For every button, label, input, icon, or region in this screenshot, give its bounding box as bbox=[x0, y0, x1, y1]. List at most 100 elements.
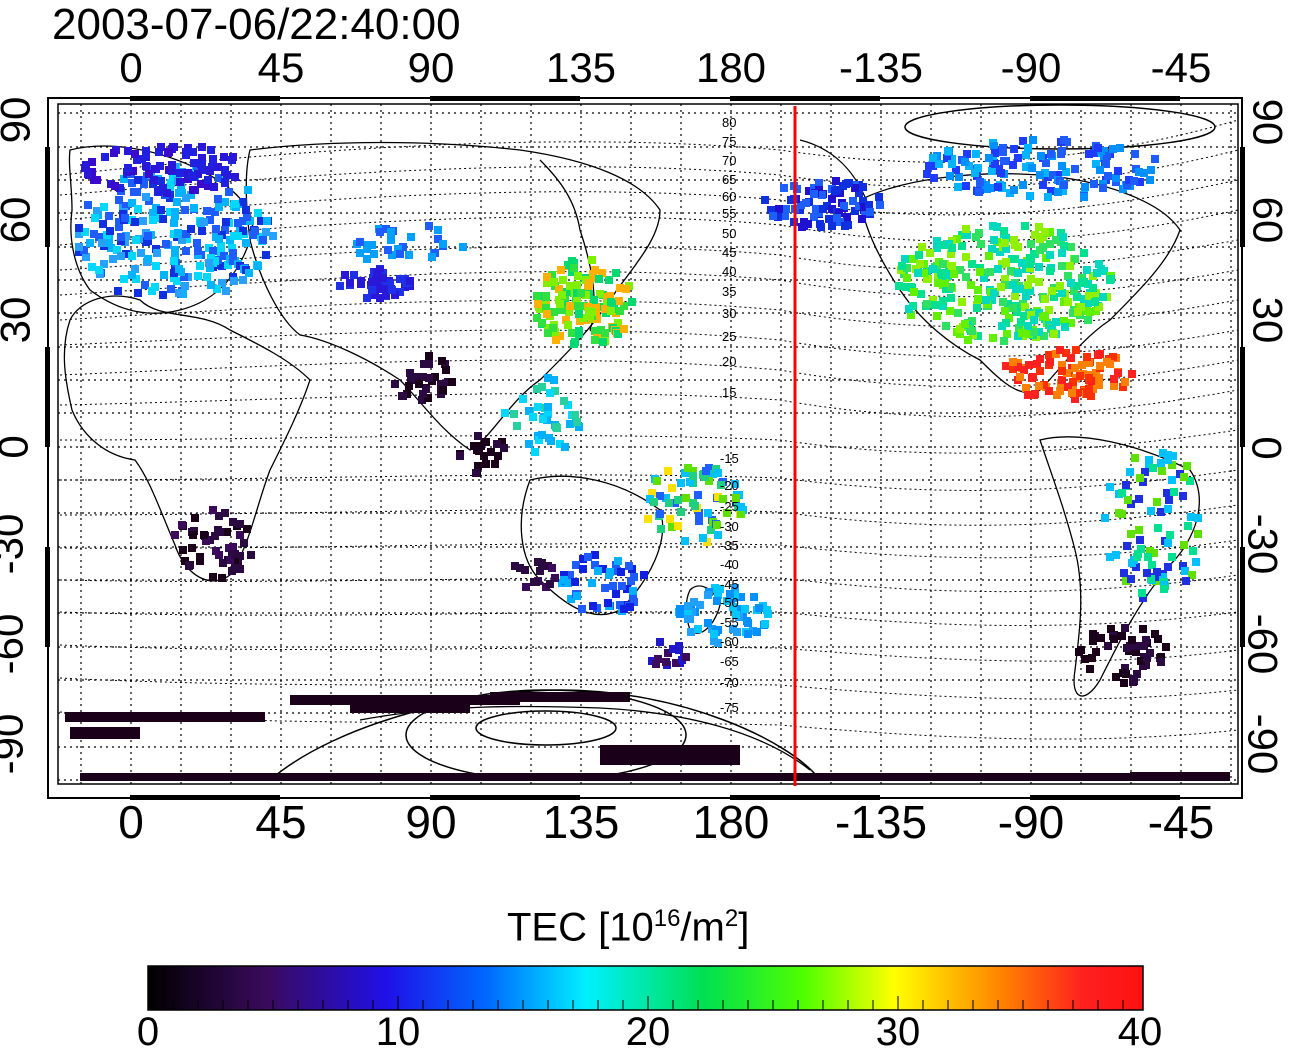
tec-pixel bbox=[1074, 308, 1082, 316]
top-lon-tick: 45 bbox=[257, 44, 305, 91]
tec-pixel bbox=[1159, 573, 1167, 581]
tec-pixel bbox=[1170, 488, 1178, 496]
tec-pixel bbox=[117, 252, 125, 260]
tec-pixel bbox=[1114, 369, 1122, 377]
tec-pixel bbox=[1106, 483, 1114, 491]
tec-pixel bbox=[1036, 355, 1044, 363]
tec-pixel bbox=[170, 219, 178, 227]
tec-pixel bbox=[244, 186, 252, 194]
tec-pixel bbox=[599, 565, 607, 573]
tec-pixel bbox=[214, 163, 222, 171]
tec-pixel bbox=[1104, 172, 1112, 180]
tec-pixel bbox=[448, 378, 456, 386]
tec-pixel bbox=[780, 184, 788, 192]
tec-pixel bbox=[1001, 275, 1009, 283]
tec-pixel bbox=[1030, 328, 1038, 336]
tec-pixel bbox=[734, 605, 742, 613]
tec-pixel bbox=[593, 315, 601, 323]
tec-pixel bbox=[1139, 594, 1147, 602]
tec-pixel bbox=[607, 307, 615, 315]
tec-pixel bbox=[859, 197, 867, 205]
tec-pixel bbox=[574, 272, 582, 280]
tec-pixel bbox=[196, 262, 204, 270]
tec-pixel bbox=[999, 148, 1007, 156]
tec-pixel bbox=[828, 205, 836, 213]
tec-pixel bbox=[336, 282, 344, 290]
contour-label: 35 bbox=[722, 284, 736, 299]
tec-pixel bbox=[684, 615, 692, 623]
tec-pixel bbox=[220, 252, 228, 260]
tec-pixel bbox=[976, 178, 984, 186]
tec-pixel bbox=[561, 301, 569, 309]
tec-pixel bbox=[731, 591, 739, 599]
tec-pixel bbox=[1164, 563, 1172, 571]
top-lon-tick: -45 bbox=[1150, 44, 1212, 91]
tec-pixel bbox=[231, 550, 239, 558]
tec-pixel bbox=[1040, 332, 1048, 340]
tec-pixel bbox=[205, 259, 213, 267]
tec-pixel bbox=[1183, 462, 1191, 470]
tec-pixel bbox=[1084, 316, 1092, 324]
tec-pixel-band bbox=[80, 773, 1230, 781]
tec-pixel bbox=[122, 202, 130, 210]
tec-pixel bbox=[175, 265, 183, 273]
tec-pixel bbox=[544, 329, 552, 337]
tec-pixel bbox=[1058, 249, 1066, 257]
tec-pixel bbox=[188, 172, 196, 180]
tec-pixel bbox=[116, 184, 124, 192]
tec-pixel bbox=[124, 164, 132, 172]
tec-pixel bbox=[141, 281, 149, 289]
tec-pixel bbox=[958, 231, 966, 239]
tec-pixel bbox=[1081, 183, 1089, 191]
tec-pixel bbox=[220, 153, 228, 161]
contour-label: 45 bbox=[722, 245, 736, 260]
tec-pixel bbox=[1058, 289, 1066, 297]
tec-pixel bbox=[810, 190, 818, 198]
tec-pixel bbox=[480, 452, 488, 460]
tec-pixel bbox=[1099, 184, 1107, 192]
tec-pixel bbox=[209, 247, 217, 255]
tec-pixel bbox=[558, 291, 566, 299]
tec-pixel bbox=[81, 228, 89, 236]
tec-pixel bbox=[1136, 178, 1144, 186]
tec-pixel bbox=[1028, 164, 1036, 172]
tec-pixel bbox=[115, 223, 123, 231]
tec-pixel bbox=[622, 285, 630, 293]
tec-pixel bbox=[1123, 181, 1131, 189]
tec-pixel bbox=[229, 153, 237, 161]
tec-pixel bbox=[1011, 255, 1019, 263]
tec-pixel bbox=[1002, 234, 1010, 242]
tec-pixel bbox=[86, 239, 94, 247]
tec-pixel bbox=[531, 448, 539, 456]
tec-pixel bbox=[1166, 531, 1174, 539]
tec-pixel bbox=[577, 289, 585, 297]
tec-pixel bbox=[75, 230, 83, 238]
contour-label: -70 bbox=[720, 675, 739, 690]
tec-pixel bbox=[985, 154, 993, 162]
tec-pixel bbox=[168, 167, 176, 175]
tec-pixel bbox=[200, 218, 208, 226]
tec-pixel bbox=[180, 273, 188, 281]
tec-pixel bbox=[988, 296, 996, 304]
tec-pixel bbox=[197, 160, 205, 168]
tec-pixel bbox=[963, 150, 971, 158]
tec-pixel bbox=[939, 297, 947, 305]
tec-pixel bbox=[171, 246, 179, 254]
tec-pixel bbox=[552, 423, 560, 431]
tec-pixel bbox=[105, 212, 113, 220]
tec-pixel bbox=[1127, 575, 1135, 583]
tec-pixel bbox=[980, 274, 988, 282]
tec-pixel bbox=[741, 605, 749, 613]
tec-pixel bbox=[1054, 188, 1062, 196]
tec-pixel bbox=[179, 546, 187, 554]
tec-pixel bbox=[396, 250, 404, 258]
tec-pixel bbox=[115, 218, 123, 226]
tec-pixel bbox=[898, 262, 906, 270]
tec-pixel bbox=[732, 611, 740, 619]
tec-pixel bbox=[1014, 154, 1022, 162]
tec-pixel bbox=[695, 509, 703, 517]
tec-pixel bbox=[472, 469, 480, 477]
tec-pixel bbox=[687, 628, 695, 636]
tec-pixel bbox=[1136, 536, 1144, 544]
contour-label: 30 bbox=[722, 306, 736, 321]
